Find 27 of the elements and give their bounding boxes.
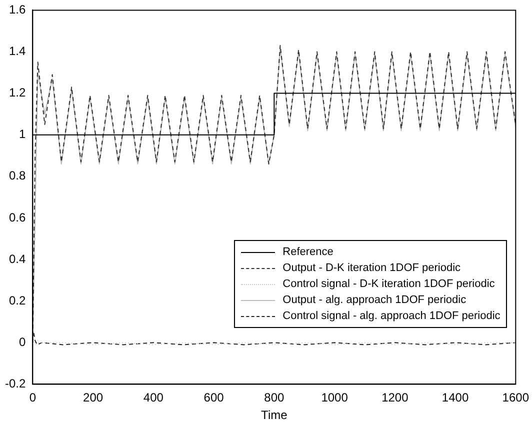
x-tick-label: 800 [264,390,284,405]
y-tick-label: 1.2 [8,86,26,100]
y-tick-label: -0.2 [4,376,26,391]
x-tick-label: 0 [29,390,36,405]
y-tick-label: 1 [18,127,26,142]
legend-label: Control signal - alg. approach 1DOF periodic [282,309,500,324]
y-tick-label: 1.6 [8,2,26,17]
y-tick-label: 0.2 [8,293,26,308]
x-tick-label: 1600 [502,390,530,405]
legend-label: Output - D-K iteration 1DOF periodic [282,261,461,276]
y-tick-label: 1.4 [8,44,26,58]
y-tick-label: 0.8 [8,168,26,183]
legend-label: Reference [282,245,334,260]
line-series [32,336,516,346]
line-series [32,332,516,346]
legend-label: Output - alg. approach 1DOF periodic [282,293,466,308]
x-tick-label: 1000 [321,390,348,405]
y-tick-label: 0.4 [8,252,26,266]
x-tick-label: 1200 [382,390,409,405]
x-tick-label: 1400 [442,390,469,405]
y-tick-label: 0 [18,334,26,349]
x-tick-label: 600 [204,390,224,405]
x-tick-label: 400 [143,390,164,405]
x-tick-label: 200 [83,390,104,405]
y-tick-label: 0.6 [8,210,26,224]
legend-label: Control signal - D-K iteration 1DOF periodic [282,277,495,292]
x-axis-title: Time [261,408,288,422]
